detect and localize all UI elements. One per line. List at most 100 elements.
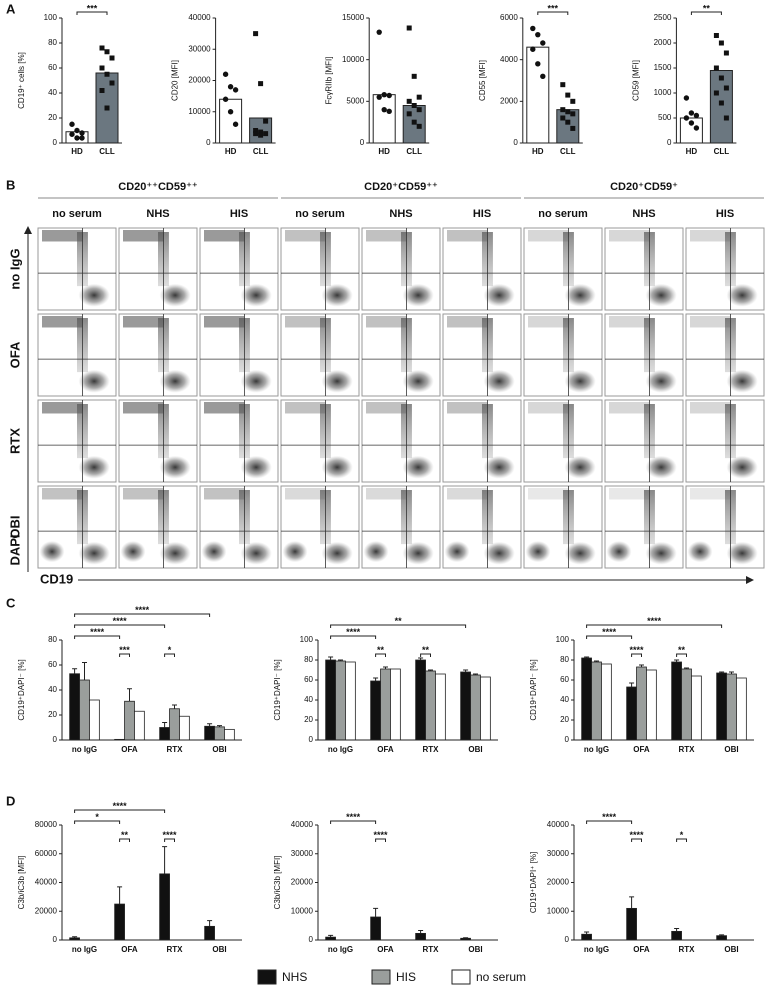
flow-blob [39, 540, 65, 563]
bar [636, 666, 647, 741]
flow-blob [726, 541, 758, 565]
y-tick-label: 30000 [547, 849, 570, 858]
y-tick-label: 0 [309, 935, 314, 944]
y-tick-label: 20 [304, 715, 313, 724]
x-axis-label: CD19 [40, 571, 73, 586]
data-point [693, 112, 700, 119]
flow-top-band [690, 488, 731, 500]
flow-top-band [42, 488, 83, 500]
significance-label: * [168, 645, 172, 655]
bar [179, 715, 190, 741]
data-point [99, 45, 105, 51]
y-tick-label: 10000 [188, 107, 211, 116]
y-tick-label: 20 [48, 113, 57, 122]
bar [89, 699, 100, 741]
data-point [723, 115, 729, 121]
y-tick-label: 20000 [35, 906, 58, 915]
bar [219, 98, 243, 144]
bar [681, 668, 692, 741]
flow-blob [402, 455, 434, 479]
y-tick-label: 80000 [35, 820, 58, 829]
x-tick-label: no IgG [584, 945, 609, 954]
y-tick-label: 10000 [342, 55, 365, 64]
data-point [222, 71, 229, 77]
bar [204, 725, 215, 741]
data-point [99, 88, 105, 93]
data-point [406, 98, 412, 104]
x-tick-label: HD [378, 147, 390, 156]
significance-bracket [164, 653, 175, 657]
y-axis-label: CD19⁺DAPI⁻ [%] [273, 659, 282, 720]
significance-bracket [330, 635, 377, 639]
flow-top-band [528, 488, 569, 500]
y-axis-label: CD20 [MFI] [171, 60, 180, 101]
bar [159, 873, 170, 941]
column-label: no serum [538, 208, 588, 220]
column-label: HIS [716, 208, 734, 220]
y-tick-label: 80 [560, 655, 569, 664]
x-tick-label: OBI [724, 745, 738, 754]
x-tick-label: CLL [406, 147, 422, 156]
bar [415, 659, 426, 741]
error-bar [207, 920, 213, 927]
flow-blob [120, 540, 146, 563]
flow-top-band [285, 230, 326, 242]
bar [591, 661, 602, 741]
data-point [535, 31, 541, 38]
bar [370, 680, 381, 741]
flow-blob [321, 369, 353, 393]
error-bar [373, 677, 379, 681]
significance-label: **** [163, 830, 178, 840]
y-tick-label: 0 [565, 735, 570, 744]
flow-blob [483, 541, 515, 565]
error-bar [172, 704, 177, 709]
y-axis-label: CD19⁺DAPI⁻ [%] [17, 659, 26, 720]
data-point [535, 61, 541, 67]
bar [372, 94, 396, 144]
significance-label: **** [346, 627, 361, 637]
data-point [683, 95, 690, 101]
bar [380, 668, 391, 741]
data-point [263, 118, 269, 124]
bar [626, 686, 637, 741]
significance-bracket [74, 624, 166, 628]
x-tick-label: OFA [633, 945, 650, 954]
flow-blob [687, 540, 713, 563]
bar [435, 673, 446, 741]
x-tick-label: no IgG [328, 945, 353, 954]
x-tick-label: RTX [423, 745, 440, 754]
x-tick-label: RTX [167, 745, 184, 754]
error-bar [72, 936, 78, 938]
significance-label: ** [395, 616, 403, 626]
y-axis-label: CD59 [MFI] [632, 60, 641, 101]
bar [581, 933, 592, 941]
data-point [713, 90, 719, 96]
significance-label: *** [548, 3, 559, 13]
error-bar [162, 846, 168, 874]
error-bar [584, 931, 590, 935]
data-point [99, 65, 105, 71]
flow-top-band [285, 402, 326, 414]
y-tick-label: 40000 [188, 13, 211, 22]
x-tick-label: RTX [679, 945, 696, 954]
legend-label: HIS [396, 970, 416, 984]
flow-top-band [204, 402, 245, 414]
y-tick-label: 60 [48, 660, 57, 669]
bar [716, 935, 727, 941]
data-point [565, 119, 571, 125]
data-point [104, 105, 110, 111]
error-bar [463, 669, 469, 672]
flow-top-band [609, 488, 650, 500]
data-point [222, 96, 229, 102]
flow-blob [240, 455, 272, 479]
y-tick-label: 0 [360, 138, 365, 147]
bar [124, 700, 135, 741]
bar [581, 657, 592, 741]
data-point [79, 130, 85, 136]
significance-bracket [330, 820, 377, 824]
x-tick-label: CLL [560, 147, 576, 156]
data-point [253, 128, 259, 133]
data-point [530, 25, 536, 32]
significance-label: ** [377, 645, 385, 655]
y-tick-label: 2500 [654, 13, 672, 22]
